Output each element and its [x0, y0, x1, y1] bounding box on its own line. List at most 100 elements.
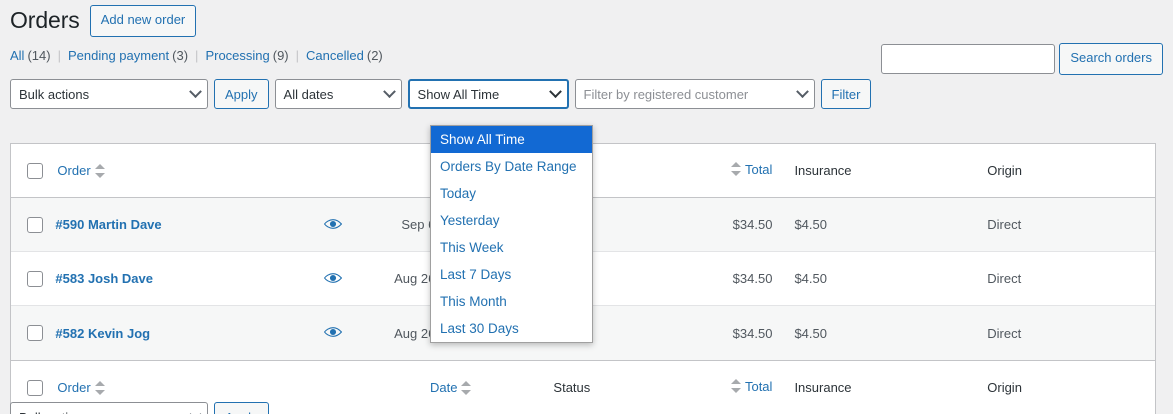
order-link[interactable]: #590 Martin Dave [55, 217, 162, 232]
column-header-total[interactable]: Total [666, 144, 789, 198]
sort-order-link[interactable]: Order [57, 163, 105, 178]
footer-column-total-label: Total [744, 378, 773, 394]
row-origin-cell: Direct [977, 198, 1155, 252]
column-header-origin: Origin [977, 144, 1155, 198]
customer-filter-select[interactable]: Filter by registered customer [574, 79, 815, 109]
row-order-cell: #590 Martin Dave [55, 198, 306, 252]
dropdown-option-show-all-time[interactable]: Show All Time [431, 126, 592, 153]
bulk-actions-value-bottom: Bulk actions [19, 410, 89, 414]
sort-total-link[interactable]: Total [730, 161, 773, 177]
row-preview-cell [305, 252, 361, 306]
sort-indicator-icon [730, 162, 741, 177]
filter-button[interactable]: Filter [820, 79, 872, 109]
search-box: Search orders [881, 43, 1163, 75]
select-all-header [11, 144, 56, 198]
dropdown-option-last-30-days[interactable]: Last 30 Days [440, 321, 519, 336]
filter-separator: | [195, 48, 199, 63]
bulk-actions-select[interactable]: Bulk actions [10, 79, 208, 109]
sort-indicator-icon [730, 379, 741, 394]
all-dates-select[interactable]: All dates [274, 79, 402, 109]
row-origin-cell: Direct [977, 252, 1155, 306]
footer-column-status-label: Status [553, 380, 591, 395]
customer-filter-placeholder: Filter by registered customer [583, 86, 749, 102]
status-filter-pending-payment-count: (3) [172, 48, 189, 63]
apply-button[interactable]: Apply [214, 79, 269, 109]
footer-column-date-label: Date [429, 380, 458, 395]
order-link[interactable]: #582 Kevin Jog [55, 325, 151, 341]
status-filter-cancelled[interactable]: Cancelled (2) [306, 48, 383, 63]
column-header-insurance: Insurance [788, 144, 978, 198]
status-filter-all-link[interactable]: All [10, 48, 25, 63]
footer-column-total[interactable]: Total [666, 360, 789, 414]
dropdown-option-orders-by-date-range[interactable]: Orders By Date Range [440, 159, 577, 174]
page-title: Orders [10, 7, 80, 34]
footer-column-date[interactable]: Date [360, 360, 478, 414]
row-total-cell: $34.50 [666, 198, 789, 252]
row-insurance-cell: $4.50 [794, 325, 827, 341]
status-filter-all[interactable]: All (14) | [10, 48, 68, 63]
row-insurance-cell: $4.50 [788, 198, 978, 252]
chevron-down-icon [795, 85, 809, 99]
chevron-down-icon [189, 85, 202, 99]
row-preview-cell [305, 198, 361, 252]
status-filter-cancelled-count: (2) [366, 48, 383, 63]
status-filter-pending-payment-link[interactable]: Pending payment [67, 48, 170, 63]
time-filter-dropdown[interactable]: Show All Time Orders By Date Range Today… [430, 125, 593, 343]
search-input[interactable] [881, 43, 1056, 74]
column-header-order[interactable]: Order [55, 144, 306, 198]
row-checkbox[interactable] [27, 325, 43, 342]
row-checkbox[interactable] [27, 216, 43, 233]
chevron-down-icon [382, 85, 396, 99]
dropdown-option-last-7-days[interactable]: Last 7 Days [440, 267, 512, 282]
sort-order-link-footer[interactable]: Order [57, 380, 105, 395]
row-total-cell: $34.50 [732, 325, 773, 341]
sort-date-link-footer[interactable]: Date [429, 380, 472, 395]
sort-total-link-footer[interactable]: Total [730, 378, 773, 394]
row-origin-cell: Direct [987, 325, 1022, 341]
row-select-cell [11, 306, 55, 360]
status-filter-processing-link[interactable]: Processing [205, 48, 270, 63]
column-header-origin-label: Origin [987, 163, 1022, 178]
dropdown-option-this-week[interactable]: This Week [440, 240, 504, 255]
preview-eye-icon[interactable] [323, 272, 343, 287]
all-dates-value: All dates [283, 86, 334, 102]
row-insurance-cell: $4.50 [788, 252, 978, 306]
column-header-total-label: Total [744, 161, 773, 177]
column-header-insurance-label: Insurance [794, 163, 852, 178]
column-header-order-label: Order [57, 163, 91, 178]
add-new-order-button[interactable]: Add new order [89, 5, 197, 37]
footer-column-status: Status [477, 360, 667, 414]
status-filter-cancelled-link[interactable]: Cancelled [306, 48, 364, 63]
select-all-checkbox-footer[interactable] [27, 379, 43, 396]
sort-indicator-icon [461, 380, 472, 395]
tablenav-top: Bulk actions Apply All dates Show All Ti… [0, 77, 1173, 111]
preview-eye-icon[interactable] [323, 326, 343, 341]
order-link[interactable]: #583 Josh Dave [55, 271, 153, 286]
bulk-actions-select-bottom[interactable]: Bulk actions [10, 402, 208, 414]
column-header-preview [305, 144, 361, 198]
status-filter-all-count: (14) [27, 48, 51, 63]
preview-eye-icon[interactable] [323, 218, 343, 233]
dropdown-option-today[interactable]: Today [440, 186, 477, 201]
row-total-cell: $34.50 [666, 252, 789, 306]
status-filter-pending-payment[interactable]: Pending payment (3) | [68, 48, 205, 63]
row-order-cell: #582 Kevin Jog [55, 306, 305, 360]
sort-indicator-icon [94, 163, 105, 178]
dropdown-option-this-month[interactable]: This Month [440, 294, 507, 309]
sort-indicator-icon [94, 380, 105, 395]
footer-column-insurance-label: Insurance [794, 380, 852, 395]
filter-separator: | [295, 48, 300, 63]
row-checkbox[interactable] [27, 270, 43, 287]
tablenav-bottom: Bulk actions Apply [10, 402, 269, 414]
dropdown-option-yesterday[interactable]: Yesterday [440, 213, 500, 228]
select-all-checkbox[interactable] [27, 162, 43, 179]
time-filter-select[interactable]: Show All Time [407, 79, 569, 109]
filter-separator: | [57, 48, 61, 63]
apply-button-bottom[interactable]: Apply [214, 402, 269, 414]
status-filter-processing-count: (9) [272, 48, 289, 63]
chevron-down-icon [548, 85, 562, 99]
search-orders-button[interactable]: Search orders [1059, 43, 1163, 75]
status-filter-processing[interactable]: Processing (9) | [205, 48, 306, 63]
row-select-cell [11, 252, 56, 306]
